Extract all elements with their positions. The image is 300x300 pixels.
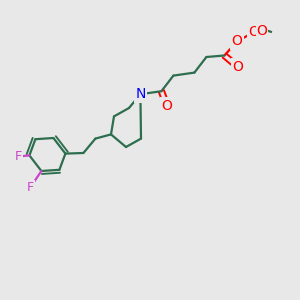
Text: F: F — [14, 150, 22, 163]
Text: O: O — [232, 60, 243, 74]
Text: O: O — [232, 34, 242, 48]
Text: O: O — [256, 24, 267, 38]
Text: N: N — [135, 87, 146, 101]
Text: F: F — [26, 181, 34, 194]
Text: O: O — [161, 99, 172, 112]
Text: O: O — [248, 26, 259, 39]
